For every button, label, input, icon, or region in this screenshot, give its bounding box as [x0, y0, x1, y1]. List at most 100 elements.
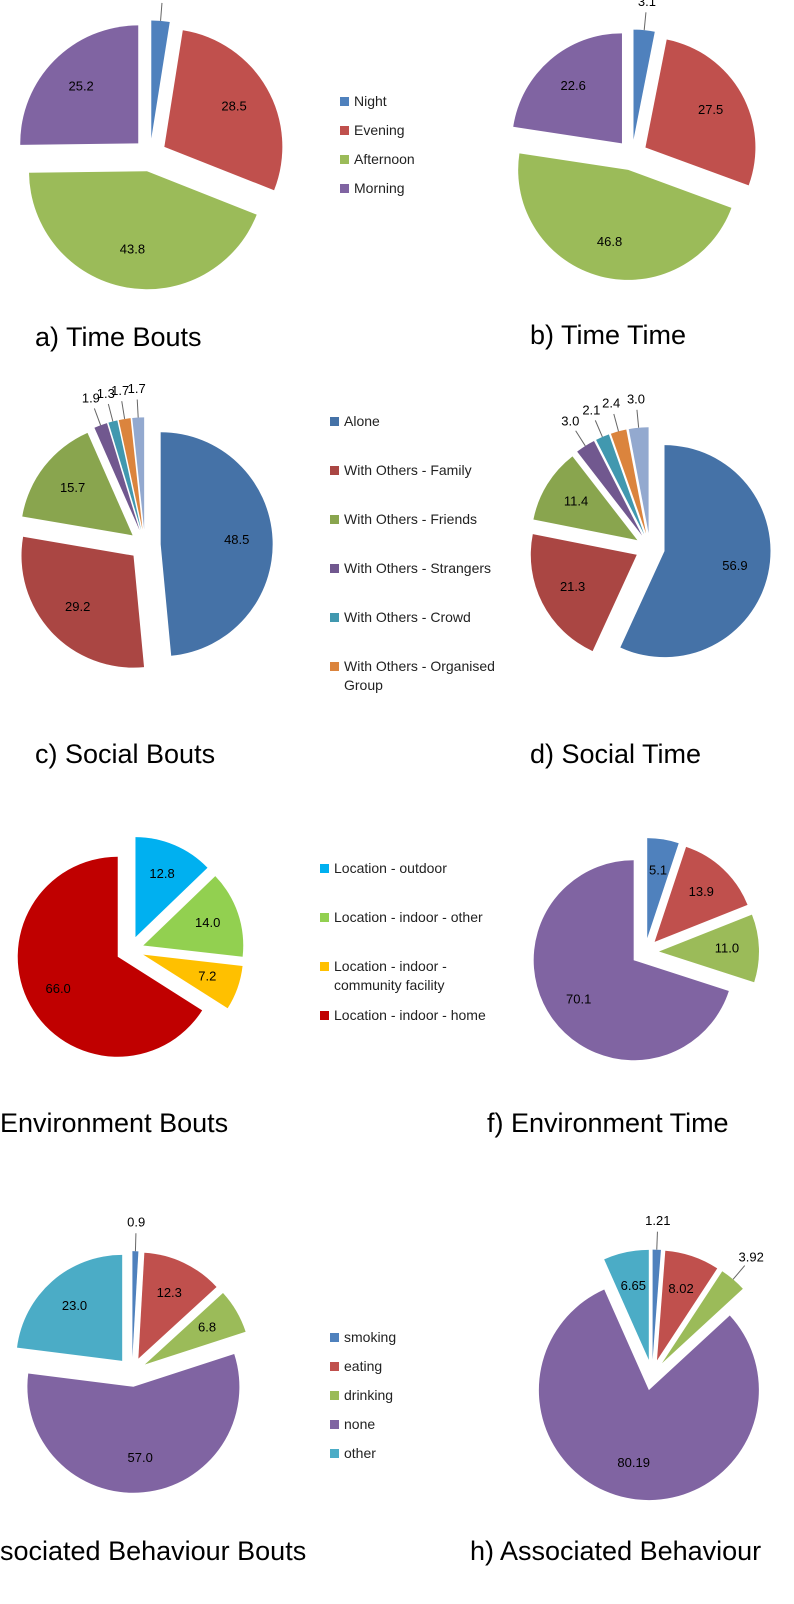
pie-slice [661, 1271, 743, 1364]
data-label: 6.65 [621, 1278, 646, 1293]
pie-slice [143, 876, 244, 957]
data-label: 66.0 [45, 981, 70, 996]
legend-entry: Morning [340, 179, 534, 198]
pie-slice [17, 856, 203, 1057]
legend-label: Morning [354, 180, 405, 196]
pie-slice [132, 1251, 139, 1358]
data-label: 14.0 [195, 915, 220, 930]
data-label: 27.5 [698, 102, 723, 117]
legend-label: smoking [344, 1329, 397, 1345]
pie-slice [518, 153, 732, 280]
data-label: 1.7 [128, 381, 146, 396]
pie-slice [610, 429, 647, 534]
legend-entry: Afternoon [340, 150, 534, 169]
legend-swatch [320, 962, 329, 971]
pie-slice [144, 1292, 246, 1365]
leader-line [160, 2, 163, 21]
legend-label: With Others - Crowd [344, 609, 471, 625]
data-label: 13.9 [689, 884, 714, 899]
data-label: 2.1 [582, 403, 600, 418]
data-label: 3.0 [627, 391, 645, 406]
pie-slice [164, 30, 283, 191]
legend-entry: smoking [330, 1328, 524, 1347]
pie-slice [656, 1250, 718, 1361]
pie-slice [22, 432, 133, 536]
pie-slice [538, 1289, 759, 1501]
data-label: 11.0 [715, 941, 739, 956]
legend-entry: Alone [330, 412, 524, 431]
pie-slice [658, 914, 759, 983]
legend-swatch [340, 126, 349, 135]
data-label: 1.21 [645, 1213, 670, 1228]
pie-slice [654, 846, 748, 942]
legend-swatch [330, 564, 339, 573]
pie-slice [29, 171, 257, 290]
leader-line [107, 403, 114, 422]
legend-swatch [340, 155, 349, 164]
data-label: 21.3 [560, 579, 585, 594]
chart-title: a) Time Bouts [35, 322, 202, 352]
pie-slice [151, 20, 170, 139]
legend-label: eating [344, 1358, 383, 1374]
data-label: 0.9 [127, 1215, 145, 1230]
data-label: 70.1 [566, 992, 591, 1007]
legend-entry: other [330, 1444, 524, 1463]
pie-slice [604, 1249, 649, 1360]
pie-slice [135, 837, 208, 938]
legend-label: Alone [344, 413, 380, 429]
data-label: 6.8 [198, 1320, 216, 1335]
data-label: 3.1 [638, 0, 656, 9]
legend-swatch [330, 613, 339, 622]
legend-swatch [320, 864, 329, 873]
leader-line [134, 1233, 137, 1252]
legend-swatch [330, 417, 339, 426]
data-label: 12.8 [149, 866, 174, 881]
data-label: 1.3 [97, 386, 115, 401]
pie-slice [645, 39, 756, 186]
legend-swatch [330, 1420, 339, 1429]
legend-swatch [330, 662, 339, 671]
data-label: 29.2 [65, 599, 90, 614]
leader-line [732, 1265, 746, 1280]
leader-line [656, 1231, 658, 1250]
pie-slice [143, 954, 243, 1009]
legend-swatch [330, 466, 339, 475]
data-label: 8.02 [668, 1281, 693, 1296]
pie-slice [20, 25, 139, 145]
data-label: 25.2 [68, 78, 93, 93]
data-label: 22.6 [561, 78, 586, 93]
pie-slice [94, 423, 140, 531]
legend-swatch [330, 515, 339, 524]
legend-label: Evening [354, 122, 405, 138]
legend-swatch [330, 1449, 339, 1458]
pie-slice [620, 445, 771, 658]
pie-slice [21, 536, 145, 668]
pie-slice [533, 860, 729, 1061]
legend-label: other [344, 1445, 376, 1461]
pie-slice [647, 838, 679, 939]
pie-slice [132, 417, 145, 530]
legend-label: Afternoon [354, 151, 415, 167]
pie-slice [108, 420, 142, 530]
data-label: 57.0 [128, 1450, 153, 1465]
data-label: 3.92 [739, 1249, 764, 1264]
data-label: 23.0 [62, 1298, 87, 1313]
chart-title: b) Time Time [530, 320, 686, 350]
legend-label: Night [354, 93, 387, 109]
chart-title: f) Environment Time [487, 1108, 729, 1138]
leader-line [643, 12, 647, 31]
legend-entry: With Others - Organised Group [330, 657, 524, 695]
leader-line [594, 420, 603, 438]
legend-label: drinking [344, 1387, 394, 1403]
legend-entry: none [330, 1415, 524, 1434]
legend-entry: Location - indoor - other [320, 908, 514, 927]
legend-entry: eating [330, 1357, 524, 1376]
data-label: 28.5 [221, 98, 246, 113]
data-label: 15.7 [60, 480, 85, 495]
legend-label: Location - indoor - home [334, 1007, 486, 1023]
data-label: 43.8 [120, 242, 145, 257]
legend-label: Location - indoor - community facility [334, 958, 447, 993]
pie-slice [513, 33, 622, 144]
